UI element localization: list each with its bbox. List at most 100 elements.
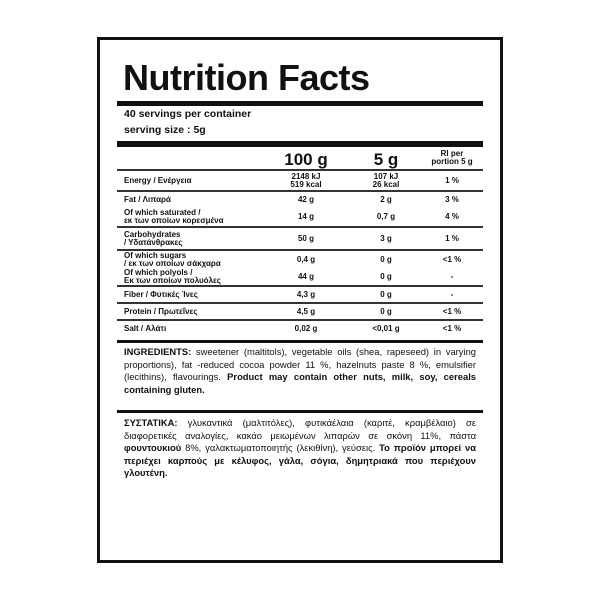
ingredients-gr-bold: φουντουκιού — [124, 442, 182, 453]
value-per-100g: 0,4 g — [277, 254, 335, 264]
value-line1: 2 g — [380, 194, 392, 204]
ingredients-gr-text: γλυκαντικά (μαλτιτόλες), φυτικάέλαια (κα… — [124, 417, 476, 441]
value-per-5g: 0 g — [357, 271, 415, 281]
nutrient-label: Carbohydrates / Υδατάνθρακες — [124, 231, 182, 247]
table-row: Fiber / Φυτικές Ίνες 4,3 g 0 g - — [117, 288, 483, 302]
nutrient-label: Fat / Λιπαρά — [124, 194, 171, 204]
value-line1: 44 g — [297, 271, 314, 281]
table-row: Fat / Λιπαρά 42 g 2 g 3 % — [117, 192, 483, 207]
nutrient-label: Energy / Ενέργεια — [124, 175, 192, 185]
servings-per-container: 40 servings per container — [124, 108, 252, 120]
label-line2: / Υδατάνθρακες — [124, 238, 183, 247]
nutrition-label: Nutrition Facts 40 servings per containe… — [97, 37, 503, 563]
value-per-5g: 3 g — [357, 235, 415, 243]
nutrient-label: Of which polyols / Εκ των οποίων πολυόλες — [124, 267, 221, 285]
value-ri: <1 % — [442, 254, 462, 264]
label-line2: Εκ των οποίων πολυόλες — [124, 275, 221, 285]
divider — [117, 302, 483, 304]
nutrient-label: Of which sugars / εκ των οποίων σάκχαρα — [124, 250, 221, 268]
value-per-5g: 0,7 g — [357, 211, 415, 221]
value-line1: 3 g — [380, 234, 392, 243]
label-line1: Fiber / Φυτικές Ίνες — [124, 290, 198, 299]
serving-size: serving size : 5g — [124, 124, 206, 136]
value-ri: 1 % — [445, 234, 459, 243]
value-per-100g: 42 g — [277, 195, 335, 204]
nutrient-label: Salt / Αλάτι — [124, 324, 166, 333]
value-line1: 50 g — [297, 234, 314, 243]
label-line1: Of which saturated / — [124, 207, 201, 217]
value-line1: 0 g — [380, 290, 392, 299]
divider — [117, 169, 483, 171]
ingredients-gr-label: ΣΥΣΤΑΤΙΚΑ: — [124, 417, 178, 428]
label-line1: Of which sugars — [124, 250, 187, 260]
value-ri: - — [450, 271, 454, 281]
value-line1: 107 kJ — [373, 171, 399, 181]
value-ri: - — [450, 290, 454, 299]
table-row: Protein / Πρωτεΐνες 4,5 g 0 g <1 % — [117, 304, 483, 319]
value-per-100g: 2148 kJ 519 kcal — [277, 171, 335, 189]
label-line1: Fat / Λιπαρά — [124, 194, 171, 204]
value-per-100g: 44 g — [277, 271, 335, 281]
ingredients-gr-text2: 8%, γαλακτωματοποιητής (λεκιθίνη), γεύσε… — [181, 442, 380, 453]
nutrient-label: Of which saturated / εκ των οποίων κορεσμ… — [124, 207, 224, 225]
value-line1: 0,4 g — [296, 254, 316, 264]
divider — [117, 285, 483, 287]
divider-thick — [117, 340, 483, 343]
value-line1: 0 g — [380, 271, 392, 281]
value-line1: 0 g — [380, 254, 392, 264]
header-100g: 100 g — [284, 150, 328, 169]
label-line1: Energy / Ενέργεια — [124, 175, 192, 185]
divider — [117, 319, 483, 321]
label-line1: Of which polyols / — [124, 267, 193, 277]
value-line1: 4,3 g — [296, 290, 316, 299]
table-row: Salt / Αλάτι 0,02 g <0,01 g <1 % — [117, 321, 483, 336]
header-ri: RI per portion 5 g — [422, 150, 482, 166]
table-row: Of which sugars / εκ των οποίων σάκχαρα 0… — [117, 251, 483, 268]
label-line2: εκ των οποίων κορεσμένα — [124, 215, 224, 225]
divider — [117, 226, 483, 228]
table-row: Of which polyols / Εκ των οποίων πολυόλες… — [117, 268, 483, 285]
value-line1: <0,01 g — [372, 323, 400, 333]
nutrient-label: Protein / Πρωτεΐνες — [124, 306, 198, 316]
value-per-5g: 0 g — [357, 254, 415, 264]
value-line1: 0 g — [380, 306, 392, 316]
title: Nutrition Facts — [123, 57, 370, 98]
table-header: 100 g 5 g RI per portion 5 g — [117, 148, 483, 170]
value-ri: <1 % — [442, 306, 462, 316]
allergens-gr-text: Το προϊόν μπορεί να περιέχει καρπούς με … — [124, 442, 477, 478]
label-line1: Protein / Πρωτεΐνες — [124, 306, 198, 316]
ingredients-text: sweetener (maltitols), vegetable oils (s… — [124, 346, 476, 382]
label-line1: Carbohydrates — [124, 230, 181, 239]
value-per-5g: 0 g — [357, 306, 415, 316]
value-ri: 1 % — [445, 175, 459, 185]
value-per-100g: 50 g — [277, 235, 335, 243]
header-5g: 5 g — [373, 150, 399, 169]
table-row: Of which saturated / εκ των οποίων κορεσμ… — [117, 207, 483, 226]
value-per-100g: 4,3 g — [277, 291, 335, 299]
divider-thick — [117, 101, 483, 106]
divider-thick — [117, 410, 483, 413]
value-ri: <1 % — [442, 323, 462, 333]
nutrient-label: Fiber / Φυτικές Ίνες — [124, 291, 198, 299]
value-per-100g: 4,5 g — [277, 306, 335, 316]
divider — [117, 249, 483, 251]
value-ri: 3 % — [445, 194, 459, 204]
value-line1: 0,7 g — [376, 211, 396, 221]
value-per-5g: <0,01 g — [357, 323, 415, 333]
value-per-100g: 14 g — [277, 211, 335, 221]
header-ri-line2: portion 5 g — [431, 157, 473, 166]
value-line1: 14 g — [297, 211, 314, 221]
divider-thick — [117, 141, 483, 147]
value-line1: 0,02 g — [294, 323, 318, 333]
table-row: Carbohydrates / Υδατάνθρακες 50 g 3 g 1 % — [117, 229, 483, 249]
value-line1: 2148 kJ — [291, 171, 321, 181]
value-line2: 26 kcal — [372, 179, 400, 189]
value-line1: 4,5 g — [296, 306, 316, 316]
ingredients-gr: ΣΥΣΤΑΤΙΚΑ: γλυκαντικά (μαλτιτόλες), φυτι… — [124, 417, 476, 480]
value-ri: 4 % — [445, 211, 459, 221]
value-per-5g: 0 g — [357, 291, 415, 299]
value-per-100g: 0,02 g — [277, 323, 335, 333]
divider — [117, 190, 483, 192]
ingredients-label: INGREDIENTS: — [124, 346, 192, 357]
value-line2: 519 kcal — [290, 179, 322, 189]
